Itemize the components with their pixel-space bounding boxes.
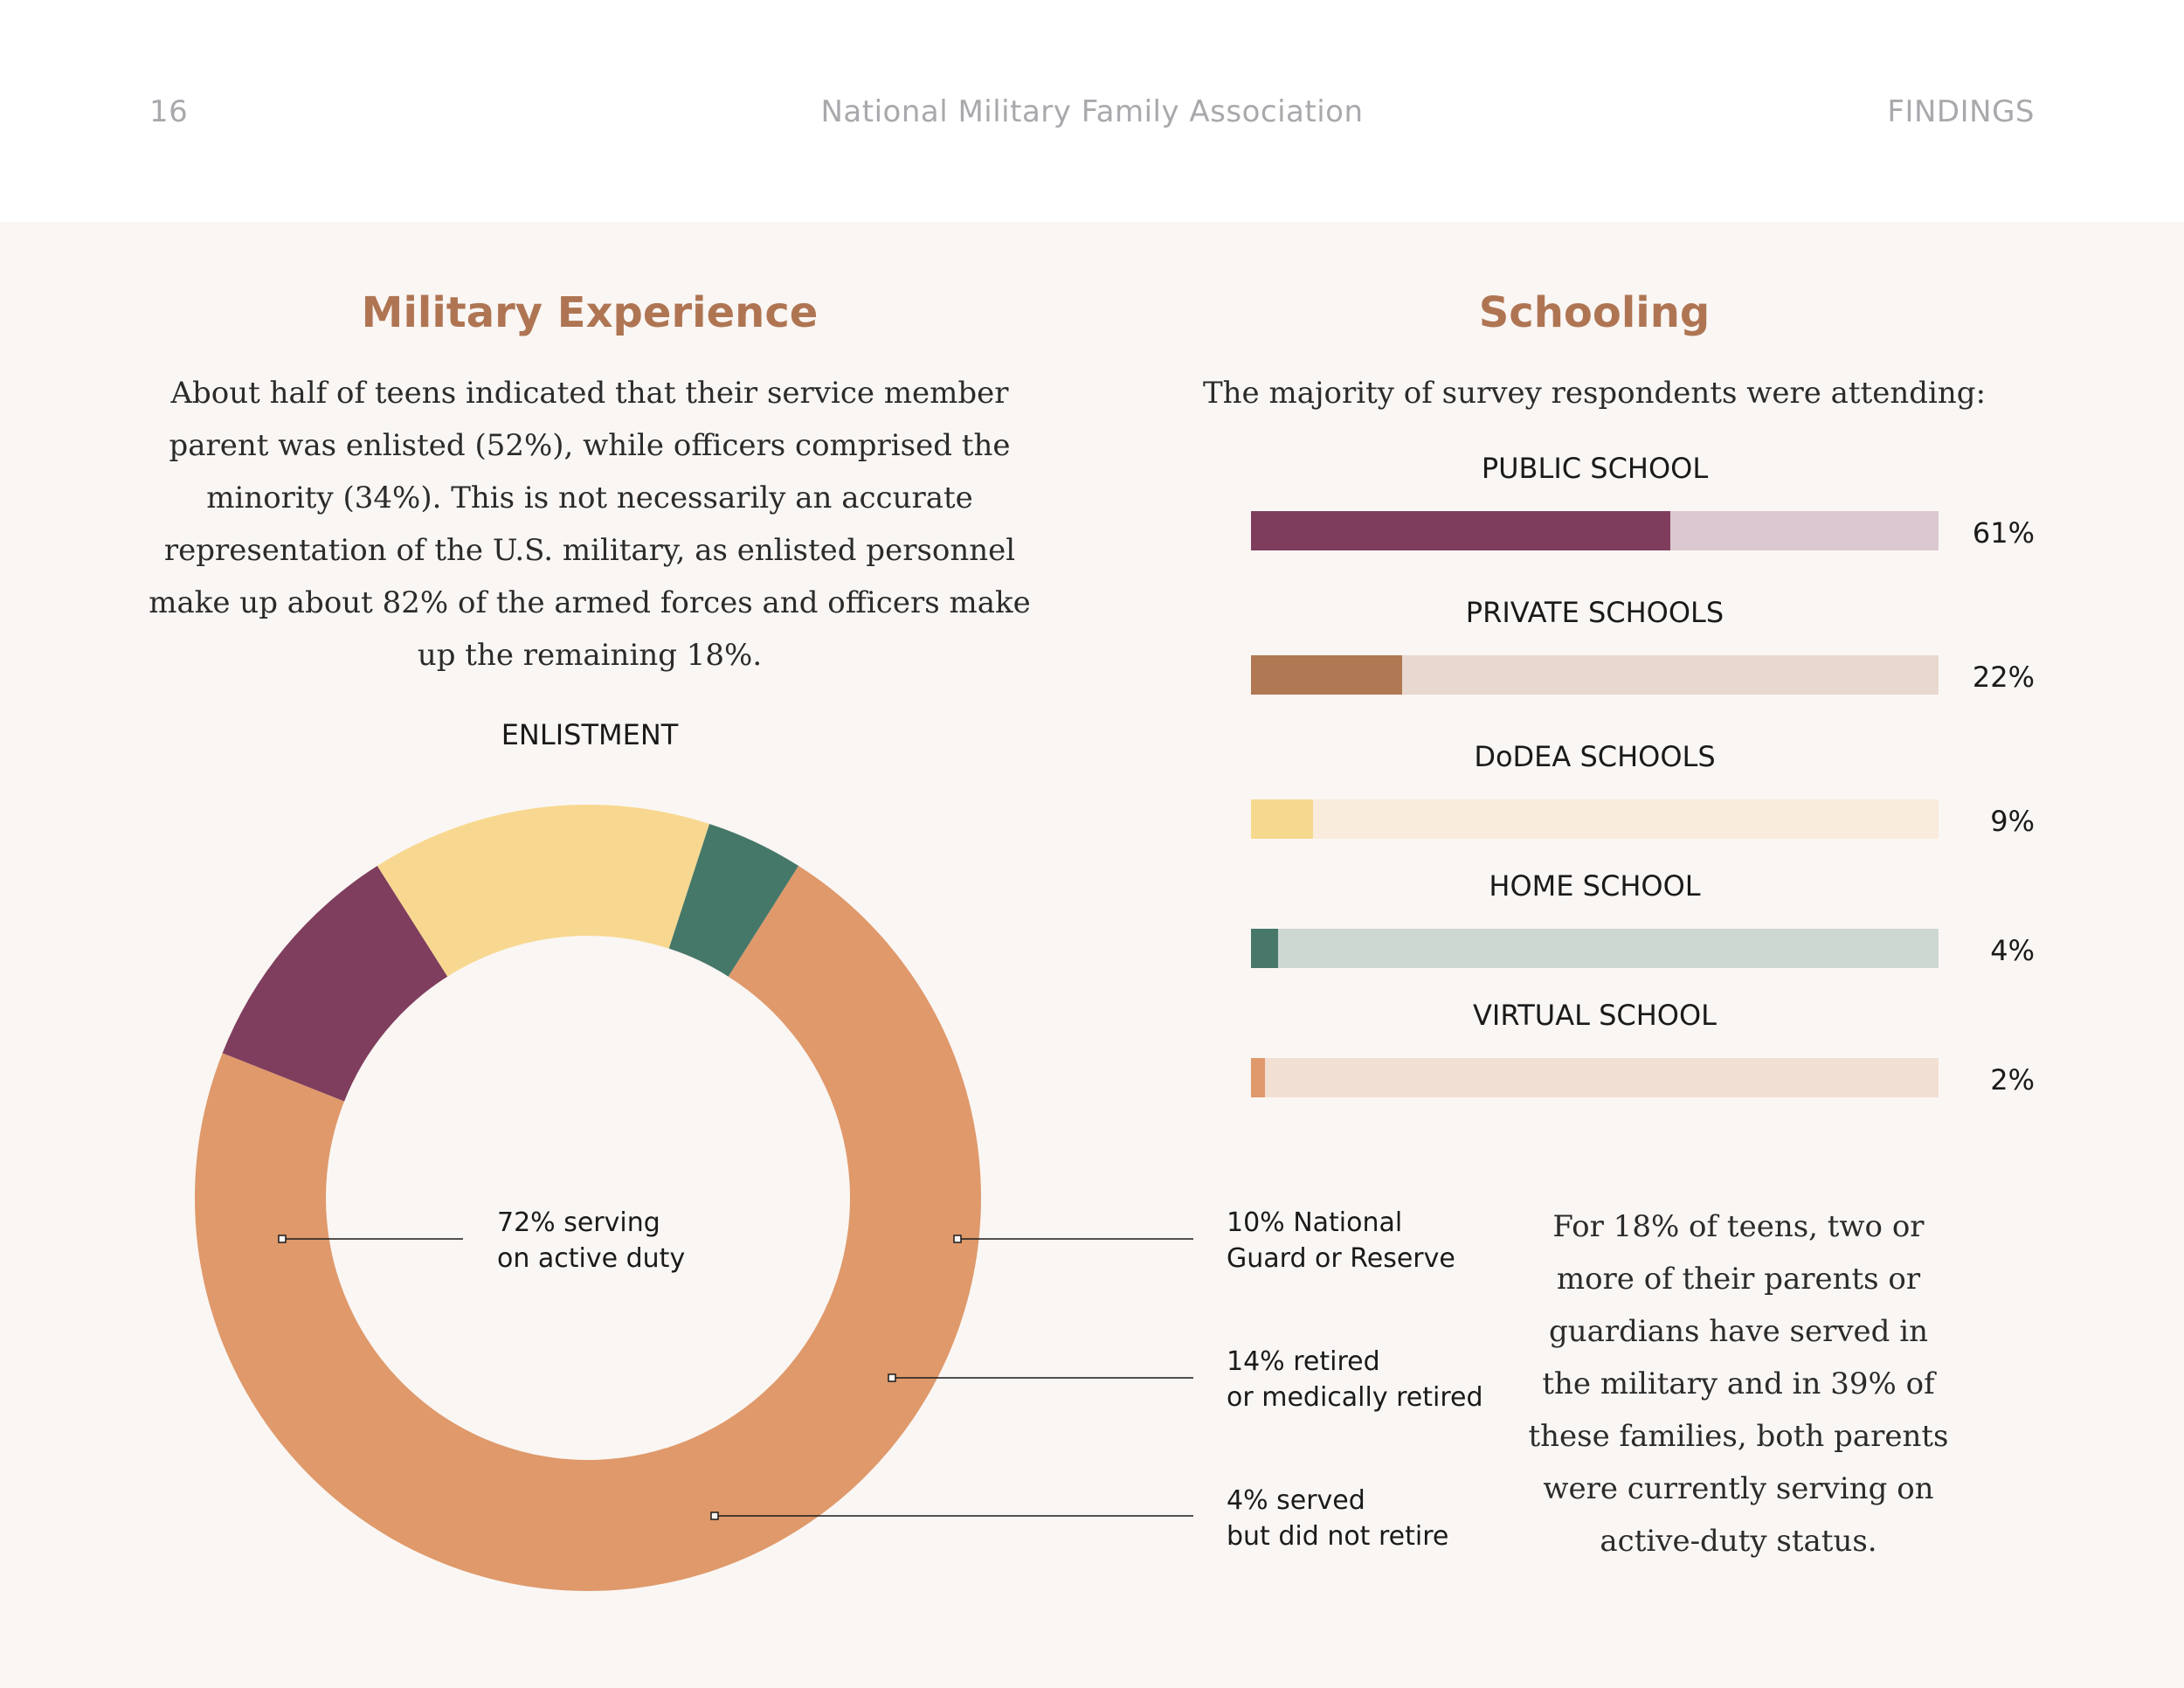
callout-guard-line-1: 10% National <box>1227 1207 1403 1238</box>
bar-label-public: PUBLIC SCHOOL <box>1481 452 1709 485</box>
bar-track-virtual <box>1251 1058 1939 1097</box>
bar-label-home: HOME SCHOOL <box>1489 869 1701 903</box>
callout-guard: 10% National Guard or Reserve <box>1227 1205 1455 1276</box>
callout-served-line-2: but did not retire <box>1227 1521 1449 1552</box>
schooling-note-paragraph: For 18% of teens, two or more of their p… <box>1528 1209 1949 1559</box>
bar-value-private: 22% <box>1972 661 2035 694</box>
military-experience-paragraph: About half of teens indicated that their… <box>149 376 1031 673</box>
callout-retired-line-1: 14% retired <box>1227 1346 1380 1377</box>
donut-chart-title: ENLISTMENT <box>501 718 679 751</box>
bar-track-public <box>1251 511 1939 550</box>
bar-home <box>1251 929 1279 968</box>
bar-value-dodea: 9% <box>1990 805 2035 838</box>
military-experience-title: Military Experience <box>361 288 819 337</box>
bar-label-private: PRIVATE SCHOOLS <box>1465 596 1724 629</box>
bar-value-public: 61% <box>1972 516 2035 550</box>
page-header: 16 National Military Family Association … <box>0 0 2184 222</box>
organization-name: National Military Family Association <box>820 94 1364 129</box>
callout-served-line-1: 4% served <box>1227 1485 1365 1516</box>
callout-served: 4% served but did not retire <box>1227 1483 1448 1554</box>
callout-active-duty-line-2: on active duty <box>497 1243 686 1274</box>
callout-active-duty: 72% serving on active duty <box>497 1205 685 1276</box>
bar-value-virtual: 2% <box>1990 1063 2035 1097</box>
bar-track-private <box>1251 655 1939 695</box>
bar-label-dodea: DoDEA SCHOOLS <box>1474 740 1716 773</box>
bar-track-dodea <box>1251 799 1939 839</box>
section-name: FINDINGS <box>1887 94 2035 129</box>
bar-public <box>1251 511 1671 550</box>
callout-retired-line-2: or medically retired <box>1227 1382 1483 1413</box>
schooling-intro: The majority of survey respondents were … <box>1202 376 1987 411</box>
bar-label-virtual: VIRTUAL SCHOOL <box>1472 999 1717 1032</box>
bar-track-home <box>1251 929 1939 968</box>
callout-active-duty-line-1: 72% serving <box>497 1207 660 1238</box>
callout-retired: 14% retired or medically retired <box>1227 1344 1483 1415</box>
page-number: 16 <box>149 94 189 129</box>
schooling-title: Schooling <box>1478 288 1711 337</box>
callout-guard-line-2: Guard or Reserve <box>1227 1243 1455 1274</box>
bar-private <box>1251 655 1403 695</box>
bar-value-home: 4% <box>1990 934 2035 967</box>
bar-dodea <box>1251 799 1313 839</box>
bar-virtual <box>1251 1058 1265 1097</box>
